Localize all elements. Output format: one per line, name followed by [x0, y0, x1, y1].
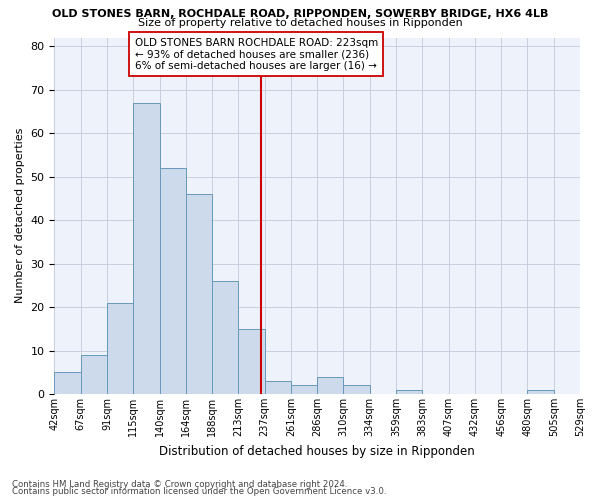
Bar	[160, 168, 186, 394]
Bar	[186, 194, 212, 394]
Bar	[265, 381, 291, 394]
X-axis label: Distribution of detached houses by size in Ripponden: Distribution of detached houses by size …	[160, 444, 475, 458]
Bar	[212, 281, 238, 394]
Text: OLD STONES BARN ROCHDALE ROAD: 223sqm
← 93% of detached houses are smaller (236): OLD STONES BARN ROCHDALE ROAD: 223sqm ← …	[134, 38, 378, 70]
Bar	[396, 390, 422, 394]
Text: Contains HM Land Registry data © Crown copyright and database right 2024.: Contains HM Land Registry data © Crown c…	[12, 480, 347, 489]
Bar	[527, 390, 554, 394]
Text: Size of property relative to detached houses in Ripponden: Size of property relative to detached ho…	[137, 18, 463, 28]
Text: Contains public sector information licensed under the Open Government Licence v3: Contains public sector information licen…	[12, 487, 386, 496]
Bar	[80, 355, 107, 394]
Y-axis label: Number of detached properties: Number of detached properties	[15, 128, 25, 304]
Bar	[291, 386, 317, 394]
Text: OLD STONES BARN, ROCHDALE ROAD, RIPPONDEN, SOWERBY BRIDGE, HX6 4LB: OLD STONES BARN, ROCHDALE ROAD, RIPPONDE…	[52, 9, 548, 19]
Bar	[55, 372, 80, 394]
Bar	[107, 302, 133, 394]
Bar	[238, 329, 265, 394]
Bar	[317, 376, 343, 394]
Bar	[343, 386, 370, 394]
Bar	[133, 102, 160, 394]
